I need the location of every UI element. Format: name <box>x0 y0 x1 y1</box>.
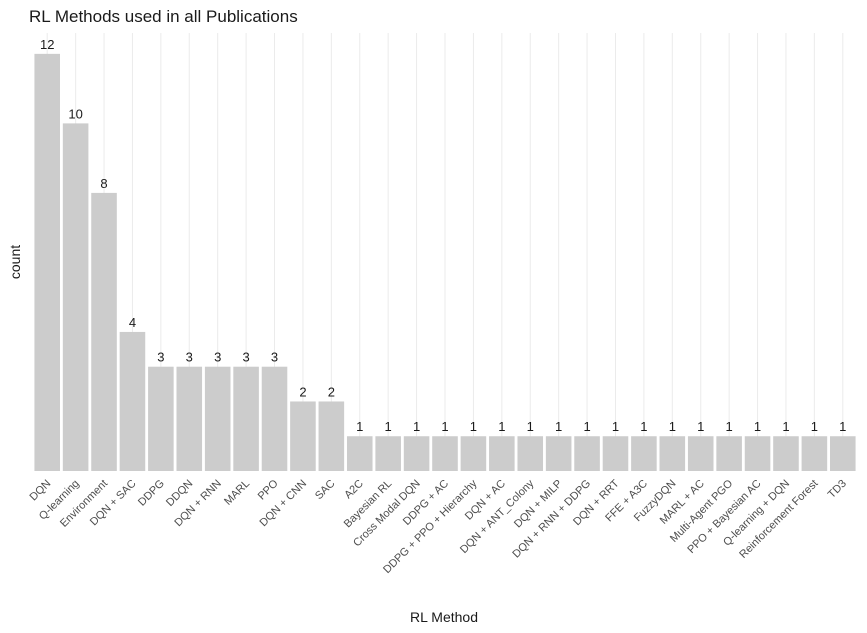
data-label-ddpg: 3 <box>157 350 164 365</box>
bar-dqn-milp <box>545 436 572 471</box>
bars <box>34 53 856 471</box>
y-axis-title: count <box>7 245 23 279</box>
data-label-dqn-ac: 1 <box>498 419 505 434</box>
data-label-cross-modal-dqn: 1 <box>413 419 420 434</box>
bar-q-learning-dqn <box>773 436 799 471</box>
bar-reinforcement-forest <box>801 436 828 471</box>
bar-marl <box>233 366 259 471</box>
chart-title: RL Methods used in all Publications <box>29 7 298 26</box>
bar-ppo <box>261 366 288 471</box>
bar-ffe-a3c <box>631 436 657 471</box>
data-label-fuzzydqn: 1 <box>669 419 676 434</box>
data-label-dqn-milp: 1 <box>555 419 562 434</box>
data-label-multi-agent-pgo: 1 <box>726 419 733 434</box>
x-tick-label-dqn: DQN <box>28 478 54 504</box>
bar-dqn <box>34 53 60 471</box>
bar-dqn-sac <box>119 331 146 471</box>
bar-q-learning <box>62 123 89 471</box>
data-label-marl-ac: 1 <box>697 419 704 434</box>
data-label-dqn-rnn-ddpg: 1 <box>583 419 590 434</box>
data-label-ddpg-ac: 1 <box>441 419 448 434</box>
x-tick-label-a2c: A2C <box>342 478 366 502</box>
bar-ddpg <box>148 366 174 471</box>
data-label-ddqn: 3 <box>186 350 193 365</box>
x-tick-label-sac: SAC <box>313 478 338 503</box>
x-tick-label-ddpg: DDPG <box>136 478 167 509</box>
data-label-bayesian-rl: 1 <box>385 419 392 434</box>
data-label-ppo: 3 <box>271 350 278 365</box>
bar-a2c <box>346 436 373 471</box>
bar-sac <box>318 401 345 471</box>
data-label-td3: 1 <box>839 419 846 434</box>
data-label-reinforcement-forest: 1 <box>811 419 818 434</box>
bar-multi-agent-pgo <box>716 436 742 471</box>
data-label-dqn-sac: 4 <box>129 315 136 330</box>
x-tick-label-td3: TD3 <box>826 478 849 501</box>
bar-dqn-ac <box>489 436 515 471</box>
data-label-ddpg-ppo-hierarchy: 1 <box>470 419 477 434</box>
bar-cross-modal-dqn <box>403 436 430 471</box>
bar-marl-ac <box>687 436 714 471</box>
x-tick-label-ppo: PPO <box>256 477 281 502</box>
x-axis-title: RL Method <box>410 609 478 625</box>
bar-dqn-rnn <box>204 366 231 471</box>
bar-bayesian-rl <box>375 436 401 471</box>
bar-dqn-rnn-ddpg <box>574 436 600 471</box>
data-label-sac: 2 <box>328 384 335 399</box>
bar-ppo-bayesian-ac <box>744 436 771 471</box>
x-tick-label-marl: MARL <box>222 478 252 508</box>
bar-dqn-ant-colony <box>517 436 544 471</box>
bar-environment <box>91 192 117 471</box>
bar-dqn-cnn <box>290 401 316 471</box>
bar-dqn-rrt <box>602 436 629 471</box>
bar-ddpg-ppo-hierarchy <box>460 436 487 471</box>
data-label-dqn-rrt: 1 <box>612 419 619 434</box>
data-label-dqn-cnn: 2 <box>299 384 306 399</box>
data-label-environment: 8 <box>100 176 107 191</box>
data-label-marl: 3 <box>242 350 249 365</box>
bar-fuzzydqn <box>659 436 686 471</box>
data-label-q-learning: 10 <box>68 106 82 121</box>
data-labels: 12 10 8 4 3 3 3 3 3 2 2 1 1 1 1 1 1 1 1 1 1 1 1 1 1 1 1 1 1 <box>40 37 846 434</box>
data-label-dqn-rnn: 3 <box>214 350 221 365</box>
bar-ddqn <box>176 366 203 471</box>
data-label-dqn-ant-colony: 1 <box>527 419 534 434</box>
data-label-dqn: 12 <box>40 37 54 52</box>
data-label-ppo-bayesian-ac: 1 <box>754 419 761 434</box>
gridlines <box>46 33 844 471</box>
bar-ddpg-ac <box>432 436 458 471</box>
data-label-q-learning-dqn: 1 <box>782 419 789 434</box>
bar-td3 <box>830 436 856 471</box>
data-label-a2c: 1 <box>356 419 363 434</box>
data-label-ffe-a3c: 1 <box>640 419 647 434</box>
